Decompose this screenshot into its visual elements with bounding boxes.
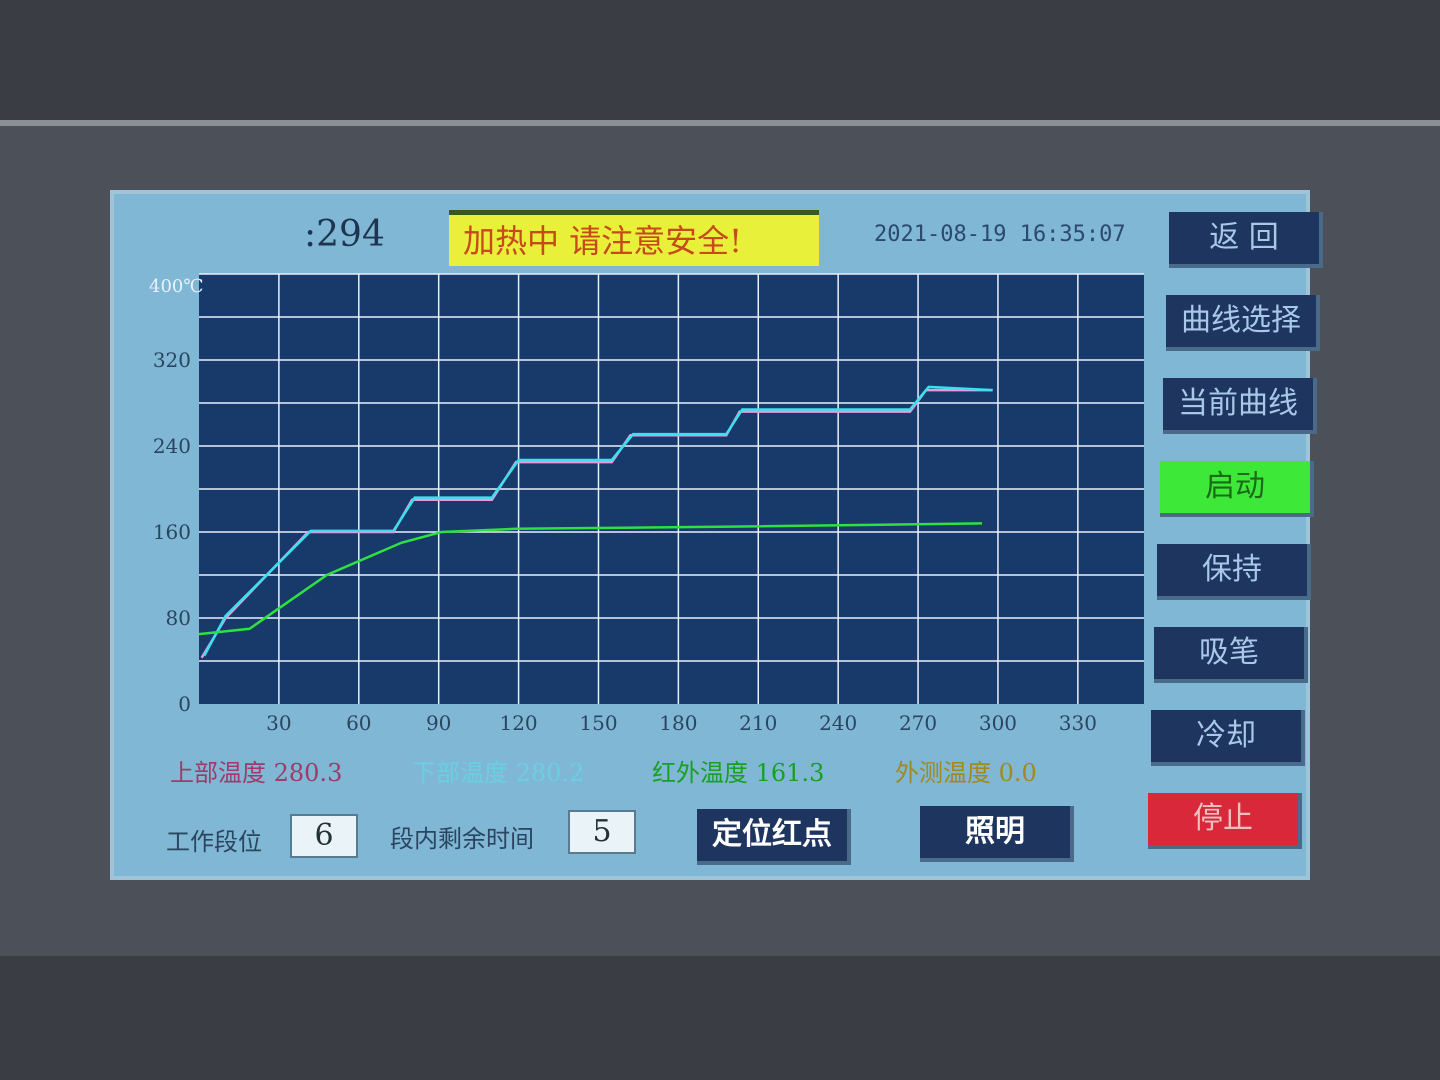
locate-red-dot-button[interactable]: 定位红点: [697, 809, 851, 865]
x-tick-label: 240: [819, 711, 857, 735]
cooling-button[interactable]: 冷却: [1151, 710, 1305, 766]
infrared-temp-readout: 红外温度 161.3: [652, 759, 825, 787]
x-tick-label: 90: [426, 711, 451, 735]
external-temp-readout: 外测温度 0.0: [895, 759, 1037, 787]
x-tick-label: 270: [899, 711, 937, 735]
x-tick-label: 120: [499, 711, 537, 735]
remaining-time-value: 5: [568, 810, 636, 854]
remaining-time-label: 段内剩余时间: [390, 825, 534, 853]
y-tick-label: 320: [153, 348, 191, 372]
y-axis-label: 400℃: [149, 276, 204, 297]
y-tick-label: 240: [153, 434, 191, 458]
back-button[interactable]: 返 回: [1169, 212, 1323, 268]
stage-label: 工作段位: [166, 828, 262, 856]
datetime: 2021-08-19 16:35:07: [874, 222, 1126, 247]
x-tick-label: 60: [346, 711, 371, 735]
stage-value: 6: [290, 814, 358, 858]
start-button[interactable]: 启动: [1160, 461, 1314, 517]
x-tick-label: 150: [579, 711, 617, 735]
current-curve-button[interactable]: 当前曲线: [1163, 378, 1317, 434]
y-tick-label: 0: [178, 692, 191, 716]
y-tick-label: 80: [166, 606, 191, 630]
temperature-chart: 30 60 90 120 150 180 210 240 270 300 330 0 80 160 240 3…: [149, 273, 1144, 735]
lower-temp-readout: 下部温度 280.2: [412, 759, 585, 787]
x-tick-label: 180: [659, 711, 697, 735]
y-tick-label: 160: [153, 520, 191, 544]
hmi-screen: :294 加热中 请注意安全! 2021-08-19 16:35:07 30 60…: [110, 190, 1323, 880]
stop-button[interactable]: 停止: [1148, 793, 1302, 849]
curve-select-button[interactable]: 曲线选择: [1166, 295, 1320, 351]
runtime-readout: :294: [304, 214, 385, 255]
lower-temp-line: [203, 385, 993, 657]
upper-temp-readout: 上部温度 280.3: [170, 759, 343, 787]
x-tick-label: 330: [1059, 711, 1097, 735]
lighting-button[interactable]: 照明: [920, 806, 1074, 862]
suction-pen-button[interactable]: 吸笔: [1154, 627, 1308, 683]
heating-warning: 加热中 请注意安全!: [449, 210, 819, 266]
x-tick-label: 30: [266, 711, 291, 735]
x-tick-label: 300: [979, 711, 1017, 735]
x-tick-label: 210: [739, 711, 777, 735]
hold-button[interactable]: 保持: [1157, 544, 1311, 600]
infrared-temp-line: [198, 522, 982, 636]
